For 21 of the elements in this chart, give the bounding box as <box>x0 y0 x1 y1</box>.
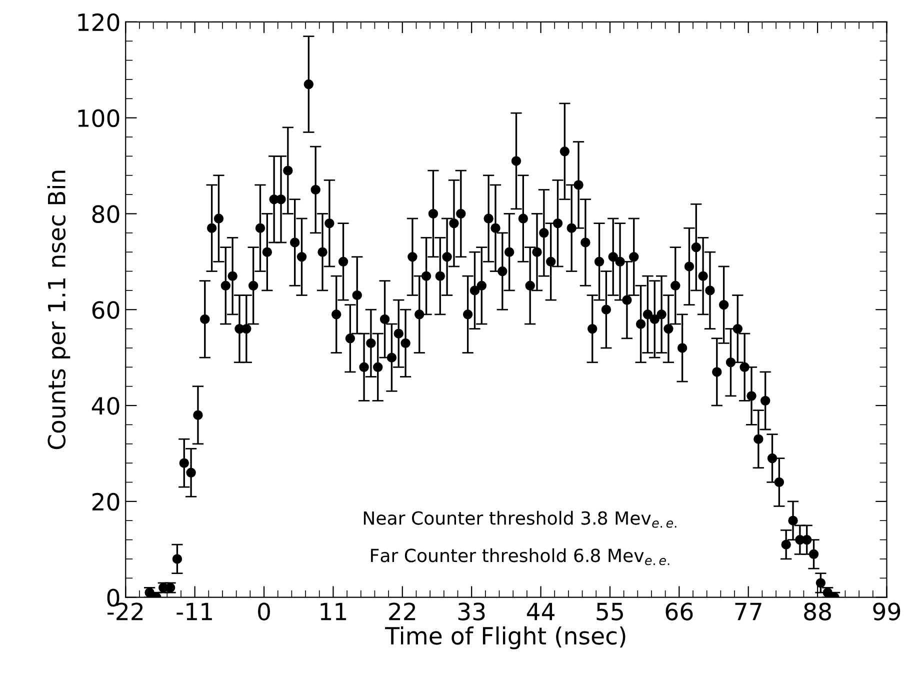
y-tick-label: 120 <box>78 13 120 32</box>
x-tick-label: 11 <box>320 602 346 620</box>
y-tick-label: 20 <box>92 492 120 511</box>
x-tick-label: 88 <box>804 602 831 620</box>
x-tick-label: -11 <box>176 602 212 620</box>
y-tick-label: 60 <box>92 301 120 319</box>
x-tick-label: 77 <box>735 602 762 620</box>
x-tick-label: 22 <box>389 602 416 620</box>
x-tick-label: 99 <box>873 602 900 620</box>
annotation: Near Counter threshold 3.8 Mev$_{e.e.}$ <box>364 510 676 528</box>
y-tick-label: 40 <box>92 396 120 415</box>
annotation: Far Counter threshold 6.8 Mev$_{e.e.}$ <box>371 548 670 566</box>
x-tick-label: 0 <box>258 602 270 620</box>
y-tick-label: 100 <box>78 109 120 128</box>
x-tick-label: 44 <box>526 602 554 620</box>
x-axis-title: Time of Flight (nsec) <box>385 626 626 650</box>
x-tick-label: 33 <box>458 602 485 620</box>
x-tick-label: 66 <box>666 602 693 620</box>
x-tick-label: 55 <box>596 602 623 620</box>
y-axis-title: Counts per 1.1 nsec Bin <box>47 170 70 450</box>
y-tick-label: 80 <box>92 205 120 224</box>
